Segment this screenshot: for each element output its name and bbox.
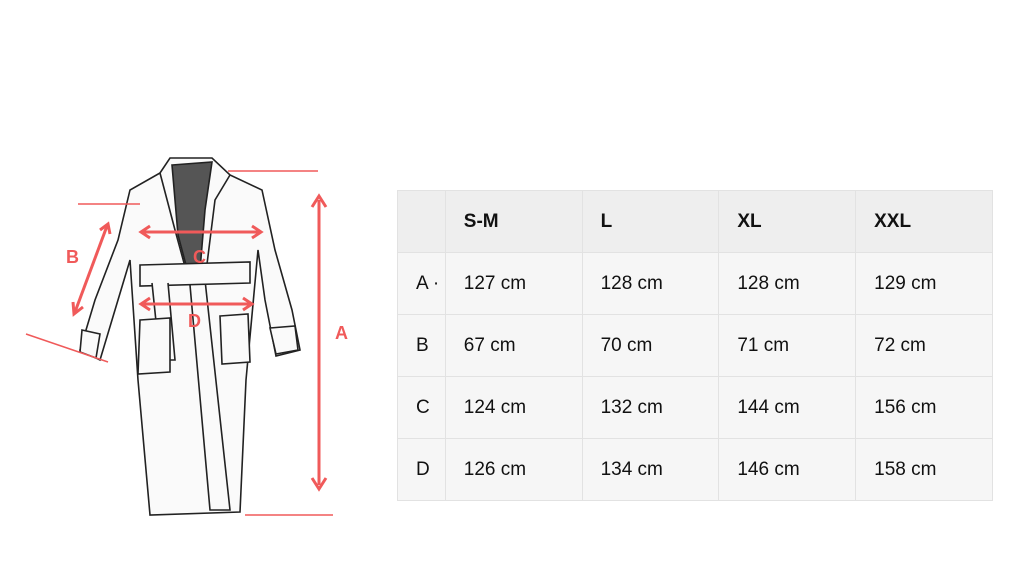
header-size-xl: XL	[718, 190, 857, 253]
row-label: B	[397, 314, 446, 377]
cell: 146 cm	[718, 438, 857, 501]
cell: 156 cm	[855, 376, 993, 439]
cell: 124 cm	[444, 376, 583, 439]
table-row: D 126 cm 134 cm 146 cm 158 cm	[397, 438, 993, 501]
label-b: B	[66, 247, 79, 267]
cell: 126 cm	[444, 438, 583, 501]
table-row: B 67 cm 70 cm 71 cm 72 cm	[397, 314, 993, 377]
cell: 132 cm	[581, 376, 720, 439]
row-label: C	[397, 376, 446, 439]
cell: 128 cm	[718, 252, 857, 315]
arrow-b	[73, 225, 109, 313]
cell: 129 cm	[855, 252, 993, 315]
label-a: A	[335, 323, 348, 343]
cell: 127 cm	[444, 252, 583, 315]
cell: 128 cm	[581, 252, 720, 315]
robe-diagram: A B C D	[25, 157, 348, 516]
size-chart-table: S-M L XL XXL A · 127 cm 128 cm 128 cm 12…	[397, 190, 993, 501]
robe-illustration	[79, 157, 301, 516]
row-label: A ·	[397, 252, 446, 315]
row-label: D	[397, 438, 446, 501]
cell: 72 cm	[855, 314, 993, 377]
table-row: A · 127 cm 128 cm 128 cm 129 cm	[397, 252, 993, 315]
header-size-xxl: XXL	[855, 190, 993, 253]
reference-line	[25, 333, 109, 363]
label-d: D	[188, 311, 201, 331]
label-c: C	[193, 247, 206, 267]
header-size-s-m: S-M	[444, 190, 583, 253]
cell: 158 cm	[855, 438, 993, 501]
table-header-row: S-M L XL XXL	[397, 190, 993, 253]
cell: 67 cm	[444, 314, 583, 377]
cell: 70 cm	[581, 314, 720, 377]
header-size-l: L	[581, 190, 720, 253]
table-row: C 124 cm 132 cm 144 cm 156 cm	[397, 376, 993, 439]
cell: 71 cm	[718, 314, 857, 377]
cell: 134 cm	[581, 438, 720, 501]
header-corner	[397, 190, 446, 253]
cell: 144 cm	[718, 376, 857, 439]
